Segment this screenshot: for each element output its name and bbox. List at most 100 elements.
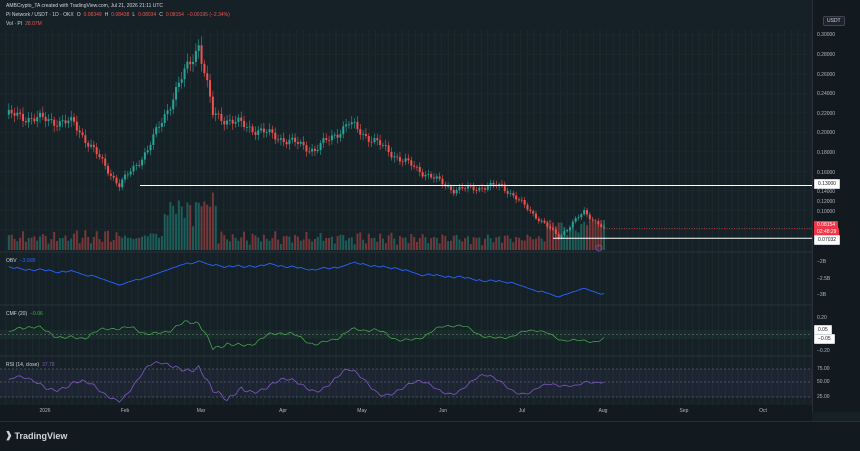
volume-bar: [302, 239, 305, 250]
volume-bar: [455, 234, 458, 250]
candle-body: [523, 200, 526, 205]
volume-bar: [192, 226, 195, 250]
candle-body: [220, 113, 223, 122]
candle-body: [262, 128, 265, 133]
candle-body: [118, 183, 121, 188]
candle-body: [438, 176, 441, 179]
chart-canvas[interactable]: [0, 0, 812, 412]
volume-bar: [186, 202, 189, 250]
volume-bar: [271, 238, 274, 250]
volume-legend[interactable]: Vol · PI 28.07M: [6, 21, 42, 27]
candle-body: [345, 124, 348, 127]
volume-bar: [126, 237, 129, 250]
volume-bar: [574, 230, 577, 250]
bar-countdown-tag: 02:48:29: [814, 228, 840, 236]
ohlc-high-value: 0.08438: [111, 12, 130, 18]
volume-bar: [16, 241, 19, 250]
candle-body: [166, 110, 169, 115]
rsi-legend[interactable]: RSI (14, close) 37.78: [6, 362, 55, 368]
candle-body: [328, 140, 331, 141]
candle-body: [486, 186, 489, 190]
candle-body: [192, 61, 195, 65]
volume-bar: [430, 238, 433, 250]
volume-bar: [313, 239, 316, 250]
volume-bar: [92, 236, 95, 250]
volume-bar: [586, 225, 588, 250]
candle-body: [580, 214, 583, 218]
volume-bar: [512, 242, 515, 250]
volume-bar: [404, 237, 407, 250]
candle-body: [70, 117, 73, 121]
candle-body: [353, 121, 356, 123]
support-price-tag: 0.07032: [814, 235, 841, 245]
currency-badge[interactable]: USDT: [823, 16, 845, 26]
volume-bar: [447, 241, 450, 250]
candle-body: [7, 109, 10, 115]
volume-bar: [515, 236, 518, 250]
volume-bar: [64, 235, 67, 250]
candle-body: [594, 220, 597, 222]
volume-bar: [143, 235, 146, 250]
obv-line: [8, 260, 605, 298]
candle-body: [330, 135, 333, 141]
ohlc-close-value: 0.08154: [165, 12, 184, 18]
volume-bar: [432, 236, 435, 250]
time-tick: Mar: [196, 408, 206, 414]
volume-bar: [22, 231, 24, 250]
volume-bar: [129, 237, 132, 250]
volume-bar: [469, 243, 472, 250]
candle-body: [81, 132, 84, 136]
symbol-name[interactable]: Pi Network / USDT · 1D · OKX: [6, 12, 74, 18]
price-axis[interactable]: 0.30000 0.28000 0.26000 0.24000 0.22000 …: [812, 0, 860, 412]
volume-bar: [500, 242, 503, 250]
cmf-legend[interactable]: CMF (20) −0.06: [6, 311, 43, 317]
volume-bar: [492, 242, 495, 250]
volume-bar: [226, 239, 229, 250]
volume-bar: [415, 242, 418, 250]
volume-bar: [339, 234, 342, 250]
volume-bar: [104, 231, 107, 250]
volume-bar: [523, 240, 526, 250]
volume-bar: [30, 237, 33, 250]
candle-body: [591, 219, 594, 221]
candle-body: [515, 195, 518, 200]
volume-bar: [107, 230, 110, 250]
obv-legend[interactable]: OBV −3.06B: [6, 258, 36, 264]
volume-bar: [529, 236, 532, 250]
volume-bar: [84, 230, 87, 250]
symbol-legend[interactable]: Pi Network / USDT · 1D · OKX O 0.08349 H…: [6, 12, 230, 18]
volume-bar: [498, 236, 501, 250]
tradingview-brand[interactable]: ❱ TradingView: [5, 430, 67, 441]
time-axis[interactable]: 2026 Feb Mar Apr May Jun Jul Aug Sep Oct: [0, 405, 812, 421]
volume-bar: [364, 243, 367, 250]
candle-body: [526, 204, 529, 210]
candle-body: [152, 134, 155, 145]
volume-bar: [180, 206, 183, 250]
candle-body: [39, 112, 42, 118]
candle-body: [121, 179, 124, 188]
volume-bar: [294, 234, 297, 250]
candle-body: [189, 61, 192, 65]
candle-body: [41, 112, 44, 117]
volume-bar: [526, 234, 529, 250]
volume-bar: [390, 232, 393, 250]
candle-body: [577, 217, 580, 219]
candle-body: [177, 82, 180, 88]
rsi-label: RSI (14, close): [6, 362, 40, 368]
candle-body: [313, 148, 316, 152]
candle-body: [503, 184, 506, 191]
candle-body: [543, 220, 546, 223]
volume-bar: [61, 238, 64, 250]
candle-body: [441, 178, 444, 185]
volume-bar: [172, 205, 175, 250]
volume-bar: [175, 213, 178, 250]
volume-bar: [594, 222, 597, 250]
volume-bar: [597, 224, 600, 250]
candle-body: [214, 113, 217, 115]
price-tick: 0.16000: [817, 170, 836, 176]
price-tick: 0.12000: [817, 199, 836, 205]
volume-bar: [506, 235, 509, 250]
candle-body: [415, 166, 418, 168]
volume-bar: [268, 240, 271, 250]
